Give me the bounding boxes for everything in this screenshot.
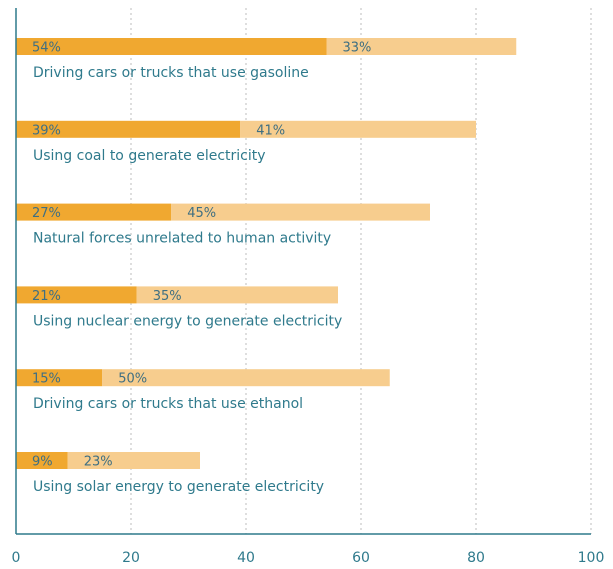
bar-segment-2-row-1 <box>326 38 517 55</box>
bar-value-label-1-row-5: 15% <box>32 372 61 387</box>
category-label-1: Driving cars or trucks that use gasoline <box>33 65 309 81</box>
bar-value-label-2-row-2: 41% <box>256 123 285 138</box>
category-label-5: Driving cars or trucks that use ethanol <box>33 396 303 412</box>
bar-value-label-1-row-4: 21% <box>32 289 61 304</box>
x-tick-label-40: 40 <box>237 550 255 566</box>
x-tick-label-100: 100 <box>578 550 605 566</box>
bar-segment-2-row-2 <box>240 120 476 138</box>
category-label-4: Using nuclear energy to generate electri… <box>33 313 342 329</box>
bar-segment-1-row-6 <box>16 452 68 469</box>
x-tick-label-60: 60 <box>352 550 370 566</box>
category-label-3: Natural forces unrelated to human activi… <box>33 231 331 247</box>
bar-layer <box>16 38 517 469</box>
bar-value-label-2-row-1: 33% <box>343 41 372 56</box>
bar-value-label-1-row-2: 39% <box>32 123 61 138</box>
bar-value-label-1-row-1: 54% <box>32 41 61 56</box>
bar-segment-2-row-5 <box>102 369 390 387</box>
bar-segment-1-row-2 <box>16 120 241 138</box>
bar-segment-1-row-3 <box>16 203 172 221</box>
x-tick-label-80: 80 <box>467 550 485 566</box>
bar-value-label-2-row-5: 50% <box>118 372 147 387</box>
label-layer: 54% 33% Driving cars or trucks that use ga… <box>32 41 371 496</box>
axis-layer: 0 20 40 60 80 100 <box>12 8 605 566</box>
bar-segment-2-row-3 <box>171 203 430 221</box>
bar-value-label-1-row-3: 27% <box>32 206 61 221</box>
bar-value-label-2-row-6: 23% <box>84 455 113 470</box>
bar-value-label-2-row-4: 35% <box>153 289 182 304</box>
bar-segment-1-row-1 <box>16 38 327 55</box>
category-label-2: Using coal to generate electricity <box>33 148 266 164</box>
bar-value-label-1-row-6: 9% <box>32 455 53 470</box>
bar-segment-2-row-6 <box>67 452 200 469</box>
x-tick-label-0: 0 <box>12 550 21 566</box>
x-tick-label-20: 20 <box>122 550 140 566</box>
bar-segment-1-row-5 <box>16 369 103 387</box>
category-label-6: Using solar energy to generate electrici… <box>33 479 324 495</box>
bar-value-label-2-row-3: 45% <box>187 206 216 221</box>
bar-segment-2-row-4 <box>136 286 338 304</box>
bar-segment-1-row-4 <box>16 286 137 304</box>
